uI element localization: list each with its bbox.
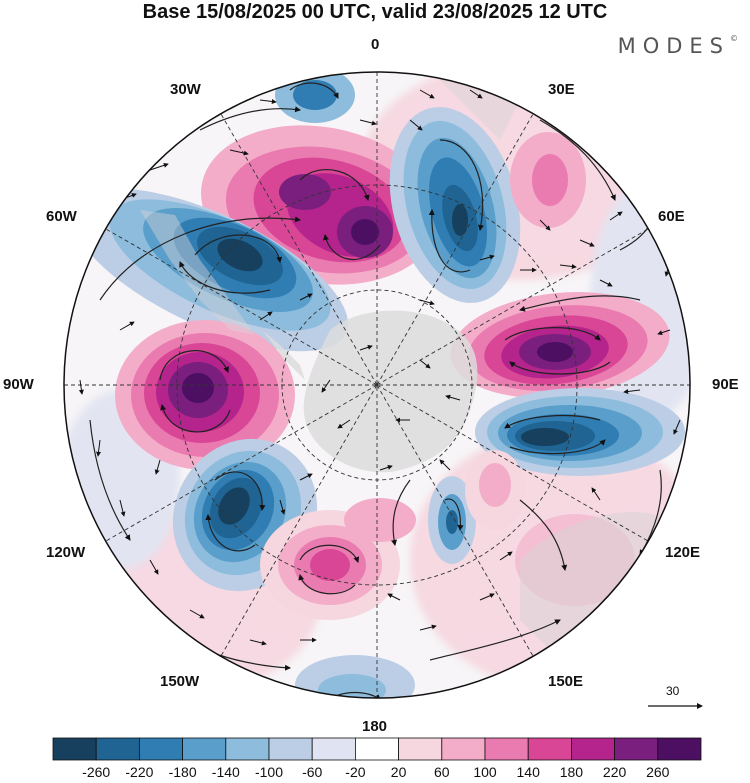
anomaly-negative-100e [475, 388, 685, 476]
colorbar-tick-label: 260 [646, 764, 670, 780]
colorbar-tick-label: -20 [345, 764, 365, 780]
colorbar-tick-label: -60 [302, 764, 322, 780]
colorbar-tick-label: 140 [517, 764, 541, 780]
colorbar-tick-label: 100 [473, 764, 497, 780]
colorbar-swatch [138, 737, 183, 761]
anomaly-negative-top [275, 72, 355, 123]
colorbar-swatch [354, 737, 399, 761]
colorbar-swatch [52, 737, 97, 761]
colorbar-tick-label: 180 [560, 764, 584, 780]
grid-label-90e: 90E [712, 376, 739, 393]
grid-label-120w: 120W [46, 544, 86, 561]
colorbar-tick-label: 20 [391, 764, 407, 780]
colorbar-swatch [657, 737, 702, 761]
colorbar-swatch [268, 737, 313, 761]
colorbar-swatch [571, 737, 616, 761]
grid-label-30e: 30E [548, 81, 575, 98]
grid-label-120e: 120E [665, 544, 701, 561]
reference-vector-label: 30 [666, 684, 680, 698]
grid-label-90w: 90W [3, 376, 34, 393]
colorbar-tick-label: -220 [125, 764, 153, 780]
colorbar-swatch [484, 737, 529, 761]
grid-label-180: 180 [362, 718, 388, 735]
antarctic-peninsula [262, 330, 305, 380]
logo-mark: © [730, 34, 738, 43]
colorbar-swatch [182, 737, 227, 761]
grid-label-60e: 60E [658, 208, 685, 225]
anomaly-negative-15e [389, 107, 521, 303]
colorbar-swatch [311, 737, 356, 761]
grid-label-0: 0 [371, 36, 380, 53]
colorbar-tick-label: -180 [169, 764, 197, 780]
grid-label-30w: 30W [170, 81, 201, 98]
colorbar-tick-label: 220 [603, 764, 627, 780]
map-boundary [63, 71, 691, 699]
anomaly-negative-180 [295, 655, 415, 698]
map-title: Base 15/08/2025 00 UTC, valid 23/08/2025… [142, 1, 608, 23]
anomaly-negative-150e [428, 476, 476, 564]
anomaly-positive-165w [260, 498, 416, 620]
colorbar-swatch [95, 737, 140, 761]
map-disc [64, 72, 690, 698]
graticule [64, 72, 690, 698]
modes-logo: MODES© [618, 34, 738, 58]
colorbar-tick-label: -100 [255, 764, 283, 780]
logo-text: MODES [617, 34, 730, 58]
anomaly-positive-30e [510, 132, 586, 228]
colorbar-tick-label: -260 [82, 764, 110, 780]
colorbar-swatch [527, 737, 572, 761]
antarctica-landmass [303, 310, 478, 473]
colorbar-swatch [441, 737, 486, 761]
colorbar: -260 -220 -180 -140 -100 -60 -20 20 60 100 140 180 2… [52, 737, 702, 780]
colorbar-swatch [398, 737, 443, 761]
anomaly-positive-75e [450, 292, 670, 398]
colorbar-tick-label: 60 [434, 764, 450, 780]
colorbar-swatch [225, 737, 270, 761]
grid-label-60w: 60W [46, 208, 77, 225]
grid-label-150e: 150E [548, 673, 584, 690]
colorbar-tick-label: -140 [212, 764, 240, 780]
grid-label-150w: 150W [160, 673, 200, 690]
anomaly-positive-90w [115, 320, 295, 470]
colorbar-swatch [614, 737, 659, 761]
